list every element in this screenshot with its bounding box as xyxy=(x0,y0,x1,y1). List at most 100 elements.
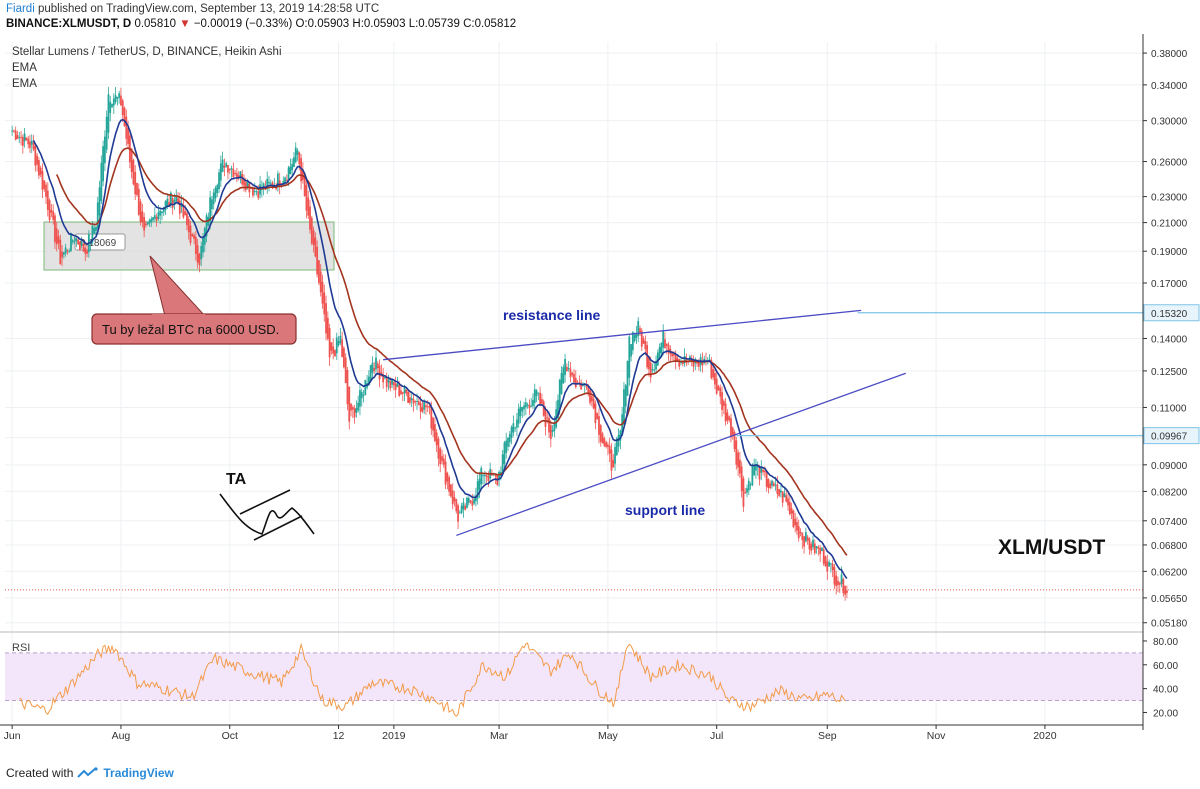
candle-body xyxy=(740,466,743,491)
candle-body xyxy=(596,413,599,420)
candle-body xyxy=(375,357,377,370)
created-with-text: Created with xyxy=(6,766,74,780)
candle-body xyxy=(225,163,228,167)
candle-body xyxy=(557,399,559,419)
candle-body xyxy=(469,500,472,503)
time-tick-label: Aug xyxy=(112,730,131,742)
candle-body xyxy=(742,478,745,507)
candle-body xyxy=(608,445,611,454)
candle-body xyxy=(305,185,308,211)
price-tick-label: 0.26000 xyxy=(1151,158,1188,169)
candle-body xyxy=(432,417,434,431)
candle-body xyxy=(560,373,563,394)
candle-body xyxy=(594,403,597,424)
pair-label: XLM/USDT xyxy=(998,536,1106,559)
candle-body xyxy=(458,512,461,514)
tradingview-brand[interactable]: TradingView xyxy=(103,766,174,780)
candle-body xyxy=(43,180,46,190)
candle-body xyxy=(514,427,517,429)
candle-body xyxy=(574,378,577,388)
candle-body xyxy=(601,433,604,444)
candle-body xyxy=(319,271,322,293)
candle-body xyxy=(310,217,313,244)
candle-body xyxy=(564,359,566,376)
candle-body xyxy=(209,197,212,222)
candle-body xyxy=(134,171,137,195)
candle-body xyxy=(384,377,386,379)
candle-body xyxy=(398,385,401,396)
candle-body xyxy=(464,505,467,510)
candle-body xyxy=(517,408,520,424)
candle-body xyxy=(314,237,317,257)
price-tag xyxy=(1143,427,1200,445)
time-tick-label: 2020 xyxy=(1033,730,1057,742)
price-tick-label: 0.34000 xyxy=(1151,81,1188,92)
candle-body xyxy=(587,385,590,395)
publisher-name[interactable]: Fiardi xyxy=(6,3,35,15)
candle-body xyxy=(71,240,74,243)
candle-body xyxy=(737,452,740,468)
candle-body xyxy=(339,335,342,344)
candle-body xyxy=(298,152,301,165)
candle-body xyxy=(631,332,634,351)
candle-body xyxy=(332,346,335,354)
candle-body xyxy=(408,397,411,403)
candle-body xyxy=(835,575,838,587)
candle-body xyxy=(253,190,256,192)
candle-body xyxy=(146,222,149,225)
candle-body xyxy=(64,247,67,254)
candle-body xyxy=(751,465,754,486)
callout-text: Tu by ležal BTC na 6000 USD. xyxy=(102,322,279,337)
candle-body xyxy=(334,350,336,357)
candle-body xyxy=(624,385,627,407)
candle-body xyxy=(300,158,302,182)
published-text: published on TradingView.com, September … xyxy=(37,3,380,15)
candle-body xyxy=(136,182,138,195)
price-chart[interactable]: 0.18069 Tu by ležal BTC na 6000 USD. 0.38… xyxy=(0,34,1200,762)
candle-body xyxy=(348,386,351,422)
candle-body xyxy=(644,341,647,350)
candle-body xyxy=(421,407,424,412)
zone-price-label: 0.18069 xyxy=(80,238,117,249)
candle-body xyxy=(212,192,215,205)
candle-body xyxy=(307,197,310,216)
candle-body xyxy=(494,474,497,477)
candle-body xyxy=(769,483,772,489)
candle-body xyxy=(187,219,190,233)
candle-body xyxy=(325,303,327,334)
candle-body xyxy=(32,142,35,150)
candle-body xyxy=(73,241,76,243)
candle-body xyxy=(501,454,504,475)
candle-body xyxy=(376,363,379,369)
candle-body xyxy=(392,381,395,386)
time-tick-label: May xyxy=(598,730,619,742)
candle-body xyxy=(558,379,561,409)
candle-body xyxy=(822,549,825,564)
candle-body xyxy=(232,168,235,178)
candle-body xyxy=(533,389,536,404)
candle-body xyxy=(787,498,789,506)
candle-body xyxy=(30,140,33,145)
candle-body xyxy=(444,461,447,485)
candle-body xyxy=(785,495,788,502)
candle-body xyxy=(316,246,319,275)
ohlc-close-label: C: xyxy=(463,18,475,30)
candle-body xyxy=(772,483,775,486)
candle-body xyxy=(291,163,294,171)
price-tick-label: 0.14000 xyxy=(1151,335,1188,346)
candle-body xyxy=(86,250,88,254)
candle-body xyxy=(735,440,738,465)
candle-body xyxy=(426,406,429,408)
candle-body xyxy=(235,173,238,178)
price-tick-label: 0.30000 xyxy=(1151,117,1188,128)
candle-body xyxy=(539,392,542,406)
price-tick-label: 0.11000 xyxy=(1151,403,1187,414)
candle-body xyxy=(13,130,15,132)
price-tick-label: 0.08200 xyxy=(1151,487,1188,498)
candle-body xyxy=(364,380,367,396)
candle-body xyxy=(285,180,288,182)
candle-body xyxy=(353,408,356,418)
candle-body xyxy=(80,241,83,246)
candle-body xyxy=(450,484,452,497)
candle-body xyxy=(655,361,657,370)
